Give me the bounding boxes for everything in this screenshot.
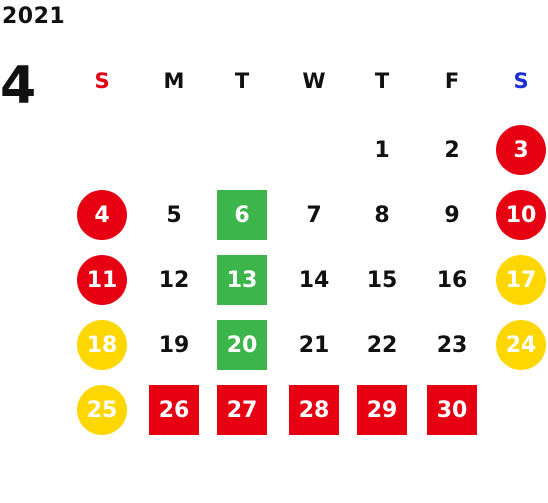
day-cell-25[interactable]: 25 <box>77 385 127 435</box>
weekday-header-thu: T <box>374 69 390 93</box>
day-cell-6[interactable]: 6 <box>217 190 267 240</box>
day-cell-22[interactable]: 22 <box>366 332 398 358</box>
day-cell-12[interactable]: 12 <box>158 267 190 293</box>
day-cell-17[interactable]: 17 <box>496 255 546 305</box>
day-cell-14[interactable]: 14 <box>298 267 330 293</box>
day-cell-5[interactable]: 5 <box>166 202 182 228</box>
day-cell-30[interactable]: 30 <box>427 385 477 435</box>
day-cell-4[interactable]: 4 <box>77 190 127 240</box>
weekday-header-fri: F <box>444 69 460 93</box>
day-cell-27[interactable]: 27 <box>217 385 267 435</box>
day-cell-13[interactable]: 13 <box>217 255 267 305</box>
weekday-header-wed: W <box>302 69 326 93</box>
day-cell-1[interactable]: 1 <box>374 137 390 163</box>
day-cell-23[interactable]: 23 <box>436 332 468 358</box>
day-cell-21[interactable]: 21 <box>298 332 330 358</box>
day-cell-2[interactable]: 2 <box>444 137 460 163</box>
day-cell-20[interactable]: 20 <box>217 320 267 370</box>
calendar-month: 4 <box>0 56 37 116</box>
day-cell-16[interactable]: 16 <box>436 267 468 293</box>
day-cell-19[interactable]: 19 <box>158 332 190 358</box>
day-cell-24[interactable]: 24 <box>496 320 546 370</box>
day-cell-29[interactable]: 29 <box>357 385 407 435</box>
weekday-header-tue: T <box>234 69 250 93</box>
day-cell-11[interactable]: 11 <box>77 255 127 305</box>
weekday-header-sat: S <box>513 69 529 93</box>
day-cell-18[interactable]: 18 <box>77 320 127 370</box>
weekday-header-sun: S <box>94 69 110 93</box>
day-cell-10[interactable]: 10 <box>496 190 546 240</box>
day-cell-8[interactable]: 8 <box>374 202 390 228</box>
day-cell-28[interactable]: 28 <box>289 385 339 435</box>
day-cell-7[interactable]: 7 <box>306 202 322 228</box>
day-cell-9[interactable]: 9 <box>444 202 460 228</box>
day-cell-15[interactable]: 15 <box>366 267 398 293</box>
weekday-header-mon: M <box>163 69 185 93</box>
day-cell-3[interactable]: 3 <box>496 125 546 175</box>
calendar-year: 2021 <box>2 4 66 29</box>
day-cell-26[interactable]: 26 <box>149 385 199 435</box>
